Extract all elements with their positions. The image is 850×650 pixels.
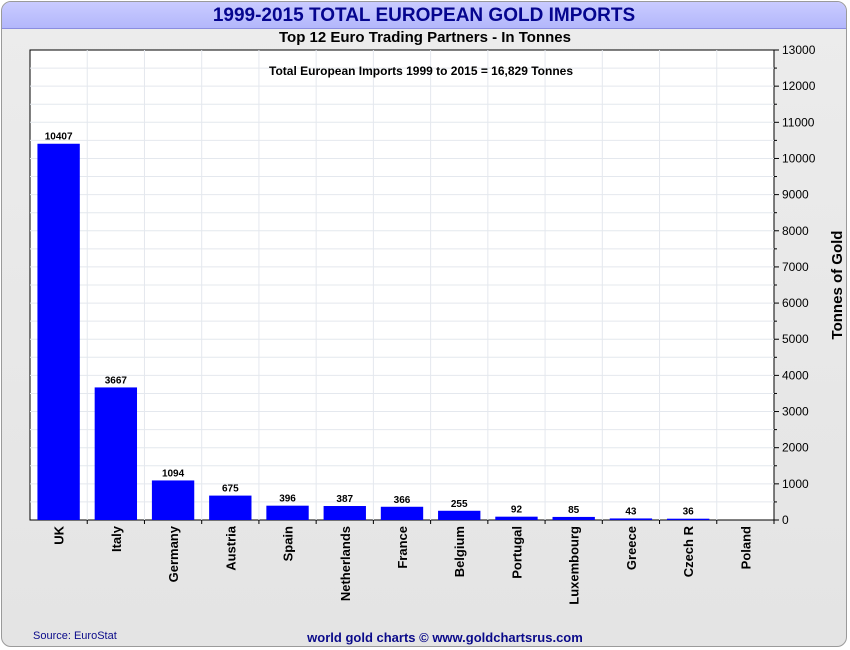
bar — [266, 505, 309, 520]
bar-value-label: 85 — [568, 505, 580, 516]
y-tick-label: 13000 — [782, 43, 816, 57]
y-tick-label: 5000 — [782, 332, 809, 346]
y-tick-label: 10000 — [782, 151, 816, 165]
chart-title: 1999-2015 TOTAL EUROPEAN GOLD IMPORTS — [2, 2, 846, 29]
bar-value-label: 396 — [279, 494, 296, 505]
y-tick-label: 8000 — [782, 224, 809, 238]
bar — [380, 506, 424, 520]
x-tick-label: Spain — [281, 526, 296, 561]
y-tick-label: 4000 — [782, 368, 809, 382]
y-tick-label: 2000 — [782, 441, 809, 455]
x-tick-label: Portugal — [509, 526, 524, 579]
y-tick-label: 12000 — [782, 79, 816, 93]
bars — [37, 143, 710, 520]
x-tick-label: Belgium — [452, 526, 467, 577]
x-tick-label: Czech R — [681, 525, 696, 577]
x-axis: UK Italy Germany Austria Spain Netherlands Fra… — [52, 520, 775, 605]
y-tick-label: 6000 — [782, 296, 809, 310]
bar — [552, 516, 595, 520]
bar-value-label: 43 — [625, 506, 637, 517]
bar — [323, 506, 366, 520]
x-tick-label: Italy — [109, 525, 124, 552]
bar — [609, 518, 653, 520]
x-tick-label: Poland — [738, 526, 753, 569]
x-tick-label: Greece — [624, 526, 639, 570]
bar-value-label: 366 — [394, 495, 411, 506]
x-tick-label: France — [395, 526, 410, 569]
y-tick-label: 0 — [782, 513, 789, 527]
bar-value-label: 255 — [451, 499, 468, 510]
x-tick-label: Luxembourg — [567, 526, 582, 605]
bar — [495, 516, 538, 520]
chart-subtitle: Top 12 Euro Trading Partners - In Tonnes — [279, 29, 571, 46]
y-axis: 0 1000 2000 3000 4000 5000 6000 7000 8000 9000 100… — [774, 43, 816, 527]
chart-annotation: Total European Imports 1999 to 2015 = 16… — [269, 64, 573, 78]
bar — [151, 480, 195, 520]
y-tick-label: 9000 — [782, 188, 809, 202]
x-tick-label: Germany — [166, 525, 181, 582]
x-tick-label: Austria — [223, 525, 238, 571]
x-tick-label: Netherlands — [338, 526, 353, 601]
bar — [37, 143, 80, 520]
bar-value-label: 36 — [683, 507, 695, 518]
source-label: Source: EuroStat — [33, 630, 117, 642]
y-tick-label: 7000 — [782, 260, 809, 274]
y-axis-label: Tonnes of Gold — [829, 231, 846, 340]
bar-value-label: 387 — [336, 494, 353, 505]
gridlines — [30, 50, 774, 520]
bar-value-label: 3667 — [105, 375, 128, 386]
data-labels: 10407 3667 1094 675 396 387 366 255 92 85 43 36 — [45, 132, 694, 518]
x-tick-label: UK — [52, 525, 67, 544]
bar — [438, 510, 481, 520]
bar-value-label: 92 — [511, 505, 523, 516]
y-tick-label: 3000 — [782, 405, 809, 419]
credit-label: world gold charts © www.goldchartsrus.co… — [307, 630, 583, 645]
bar-value-label: 675 — [222, 484, 239, 495]
bar — [209, 495, 252, 520]
bar-value-label: 1094 — [162, 468, 185, 479]
bar — [94, 387, 138, 520]
y-tick-label: 11000 — [782, 115, 815, 129]
y-tick-label: 1000 — [782, 477, 809, 491]
bar — [666, 518, 710, 520]
bar-value-label: 10407 — [45, 132, 73, 143]
